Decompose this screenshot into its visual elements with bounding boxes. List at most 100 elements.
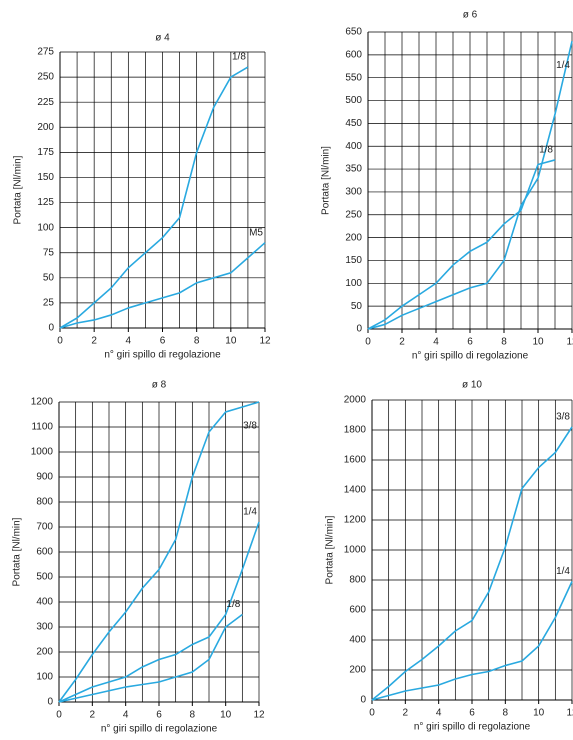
y-tick-label: 125 xyxy=(37,197,54,208)
y-tick-label: 150 xyxy=(37,172,54,183)
x-tick-label: 12 xyxy=(253,710,265,721)
series-line xyxy=(371,426,573,701)
y-axis-label: Portata [Nl/min] xyxy=(13,155,24,224)
y-tick-label: 1100 xyxy=(31,422,53,433)
y-tick-label: 1600 xyxy=(344,455,367,466)
y-tick-label: 100 xyxy=(37,222,54,233)
y-tick-label: 50 xyxy=(43,272,55,283)
y-tick-label: 0 xyxy=(356,324,362,335)
x-tick-label: 6 xyxy=(160,336,166,347)
y-tick-label: 500 xyxy=(36,572,53,583)
y-tick-label: 700 xyxy=(36,522,53,533)
y-tick-label: 600 xyxy=(349,605,366,616)
y-tick-label: 0 xyxy=(47,697,53,708)
series-label: M5 xyxy=(249,227,263,238)
series-label: 1/4 xyxy=(243,507,257,518)
x-tick-label: 2 xyxy=(90,710,96,721)
y-tick-label: 600 xyxy=(36,547,53,558)
y-tick-label: 100 xyxy=(345,278,362,289)
y-tick-label: 350 xyxy=(345,164,362,175)
series-line xyxy=(59,242,266,329)
y-axis-label: Portata [Nl/min] xyxy=(12,517,23,586)
x-tick-label: 6 xyxy=(156,710,162,721)
y-tick-label: 250 xyxy=(345,209,362,220)
series-label: 1/8 xyxy=(226,599,240,610)
x-axis-label: n° giri spillo di regolazione xyxy=(104,350,221,361)
y-tick-label: 500 xyxy=(345,95,362,106)
series-line xyxy=(367,159,556,330)
x-tick-label: 0 xyxy=(57,336,63,347)
x-tick-label: 0 xyxy=(56,710,62,721)
y-tick-label: 275 xyxy=(37,47,54,58)
y-tick-label: 225 xyxy=(37,97,54,108)
x-tick-label: 10 xyxy=(225,336,237,347)
y-tick-label: 200 xyxy=(345,232,362,243)
x-tick-label: 8 xyxy=(503,708,509,719)
y-tick-label: 1000 xyxy=(344,545,367,556)
y-tick-label: 600 xyxy=(345,49,362,60)
y-tick-label: 0 xyxy=(48,323,54,334)
chart-title: ø 10 xyxy=(462,380,482,391)
series-label: 1/4 xyxy=(556,60,570,71)
series-label: 3/8 xyxy=(243,421,257,432)
x-tick-label: 12 xyxy=(566,337,573,348)
series-line xyxy=(59,66,249,329)
chart-title: ø 4 xyxy=(155,33,170,44)
y-tick-label: 25 xyxy=(43,298,55,309)
x-tick-label: 4 xyxy=(433,337,439,348)
x-axis-label: n° giri spillo di regolazione xyxy=(101,724,218,735)
x-axis-label: n° giri spillo di regolazione xyxy=(414,722,531,733)
series-label: 1/8 xyxy=(539,145,553,156)
x-tick-label: 0 xyxy=(365,337,371,348)
y-tick-label: 75 xyxy=(43,247,55,258)
x-tick-label: 12 xyxy=(259,336,271,347)
y-tick-label: 550 xyxy=(345,72,362,83)
y-tick-label: 400 xyxy=(349,635,366,646)
y-tick-label: 800 xyxy=(349,575,366,586)
y-tick-label: 175 xyxy=(37,147,54,158)
y-tick-label: 1800 xyxy=(344,425,367,436)
x-tick-label: 10 xyxy=(533,708,545,719)
series-line xyxy=(58,521,260,703)
series-label: 1/8 xyxy=(232,52,246,63)
x-tick-label: 10 xyxy=(220,710,232,721)
y-tick-label: 1200 xyxy=(31,397,54,408)
series-line xyxy=(58,401,260,703)
y-tick-label: 100 xyxy=(36,672,53,683)
x-tick-label: 6 xyxy=(469,708,475,719)
y-tick-label: 1200 xyxy=(344,515,367,526)
y-tick-label: 650 xyxy=(345,27,362,38)
y-tick-label: 200 xyxy=(36,647,53,658)
series-line xyxy=(58,613,243,703)
y-tick-label: 800 xyxy=(36,497,53,508)
y-tick-label: 0 xyxy=(360,695,366,706)
y-tick-label: 50 xyxy=(351,301,363,312)
y-tick-label: 900 xyxy=(36,472,53,483)
y-tick-label: 1400 xyxy=(344,485,367,496)
x-tick-label: 8 xyxy=(194,336,200,347)
x-axis-label: n° giri spillo di regolazione xyxy=(412,351,529,362)
y-tick-label: 150 xyxy=(345,255,362,266)
y-axis-label: Portata [Nl/min] xyxy=(325,515,336,584)
y-tick-label: 200 xyxy=(349,665,366,676)
x-tick-label: 10 xyxy=(532,337,544,348)
x-tick-label: 0 xyxy=(369,708,375,719)
series-label: 1/4 xyxy=(556,566,570,577)
series-line xyxy=(367,40,573,330)
x-tick-label: 4 xyxy=(126,336,132,347)
y-tick-label: 300 xyxy=(36,622,53,633)
x-tick-label: 4 xyxy=(436,708,442,719)
y-tick-label: 2000 xyxy=(344,395,367,406)
x-tick-label: 2 xyxy=(399,337,405,348)
y-tick-label: 450 xyxy=(345,118,362,129)
y-tick-label: 300 xyxy=(345,187,362,198)
y-tick-label: 400 xyxy=(36,597,53,608)
x-tick-label: 2 xyxy=(403,708,409,719)
y-tick-label: 200 xyxy=(37,122,54,133)
x-tick-label: 8 xyxy=(501,337,507,348)
x-tick-label: 6 xyxy=(467,337,473,348)
x-tick-label: 12 xyxy=(566,708,573,719)
chart-title: ø 8 xyxy=(152,380,167,391)
y-tick-label: 1000 xyxy=(31,447,54,458)
